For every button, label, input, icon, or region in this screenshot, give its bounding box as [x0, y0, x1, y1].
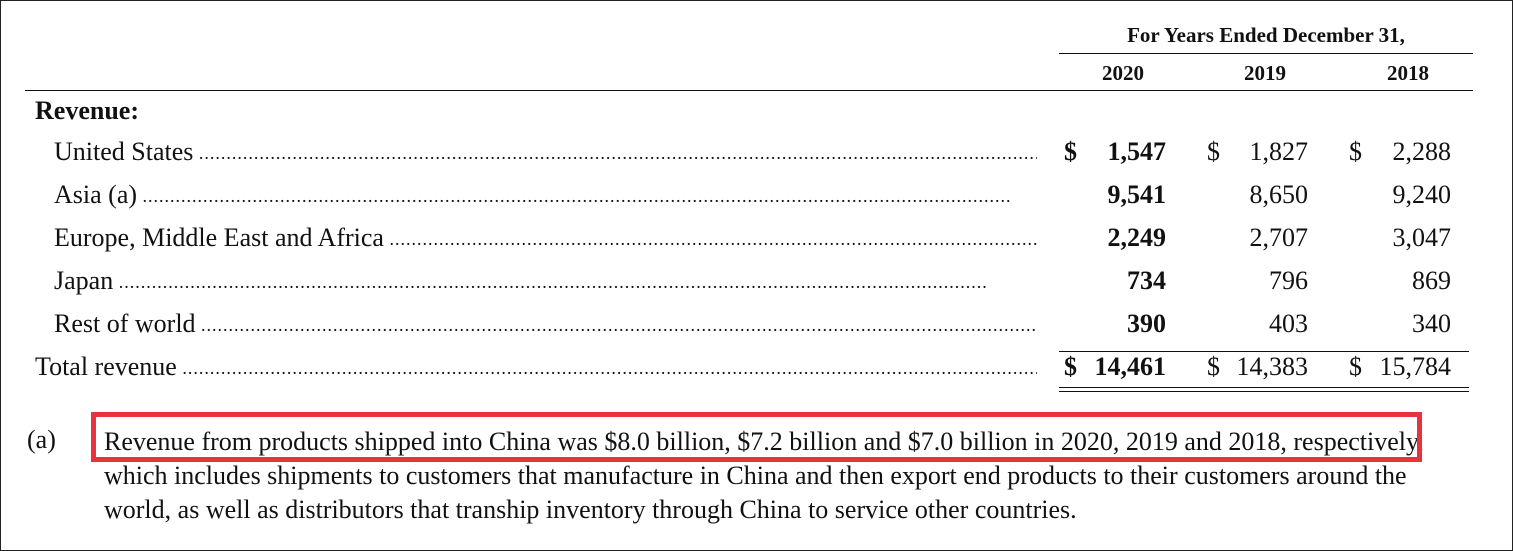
currency-symbol: $ [1207, 137, 1220, 166]
table-row: Asia (a) ...............................… [1, 180, 1513, 220]
row-label-text: Total revenue [35, 352, 177, 381]
total-double-rule-1 [1059, 387, 1469, 388]
period-caption: For Years Ended December 31, [1127, 23, 1405, 47]
leader-dots: ........................................… [389, 229, 1037, 249]
currency-symbol: $ [1064, 137, 1077, 166]
total-2018-value: 15,784 [1379, 352, 1452, 381]
table-row: United States ..........................… [1, 137, 1513, 177]
cell-value-2020: 2,249 [1107, 223, 1167, 252]
total-2019-value: 14,383 [1236, 352, 1309, 381]
cell-value-2020: 9,541 [1107, 180, 1167, 209]
row-label: Europe, Middle East and Africa .........… [54, 223, 1037, 253]
currency-symbol: $ [1349, 352, 1362, 381]
caption-underline [1059, 53, 1473, 54]
leader-dots: ........................................… [113, 272, 988, 292]
currency-symbol: $ [1349, 137, 1362, 166]
cell-value-2018: 2,288 [1392, 137, 1452, 166]
year-header-2018: 2018 [1387, 61, 1429, 85]
year-header-2020: 2020 [1102, 61, 1144, 85]
row-label-text: Europe, Middle East and Africa [54, 223, 384, 252]
cell-value-2019: 796 [1269, 266, 1308, 295]
row-label: Rest of world ..........................… [54, 309, 1037, 339]
total-2020-value: 14,461 [1094, 352, 1167, 381]
cell-value-2019: 403 [1269, 309, 1308, 338]
cell-value-2018: 869 [1412, 266, 1451, 295]
row-label-text: Japan [54, 266, 114, 295]
row-label-text: United States [54, 137, 194, 166]
footnote-text: Revenue from products shipped into China… [104, 427, 1424, 524]
leader-dots: ........................................… [193, 143, 1037, 163]
table-row: Rest of world ..........................… [1, 309, 1513, 349]
row-label: Total revenue ..........................… [35, 352, 1037, 382]
cell-value-2020: 1,547 [1107, 137, 1167, 166]
leader-dots: ........................................… [137, 186, 1012, 206]
row-label: Japan ..................................… [54, 266, 1037, 296]
total-double-rule-2 [1059, 391, 1469, 392]
cell-value-2020: 390 [1127, 309, 1166, 338]
table-row: Europe, Middle East and Africa .........… [1, 223, 1513, 263]
footnote-mark: (a) [27, 425, 56, 454]
leader-dots: ........................................… [195, 315, 1037, 335]
row-label: United States ..........................… [54, 137, 1037, 167]
cell-value-2020: 734 [1127, 266, 1166, 295]
row-label-text: Asia (a) [54, 180, 138, 209]
cell-value-2019: 1,827 [1249, 137, 1309, 166]
currency-symbol: $ [1064, 352, 1077, 381]
cell-value-2018: 340 [1412, 309, 1451, 338]
section-label-revenue: Revenue: [35, 96, 139, 125]
cell-value-2018: 3,047 [1392, 223, 1452, 252]
cell-value-2019: 8,650 [1249, 180, 1309, 209]
table-row: Japan ..................................… [1, 266, 1513, 306]
cell-value-2019: 2,707 [1249, 223, 1309, 252]
row-label-text: Rest of world [54, 309, 196, 338]
currency-symbol: $ [1207, 352, 1220, 381]
header-underline [25, 90, 1473, 91]
table-row-total: Total revenue ..........................… [1, 352, 1513, 392]
cell-value-2018: 9,240 [1392, 180, 1452, 209]
leader-dots: ........................................… [176, 358, 1037, 378]
row-label: Asia (a) ...............................… [54, 180, 1037, 210]
highlight-annotation-box [91, 412, 1422, 462]
total-top-rule [1059, 351, 1469, 352]
year-header-2019: 2019 [1244, 61, 1286, 85]
